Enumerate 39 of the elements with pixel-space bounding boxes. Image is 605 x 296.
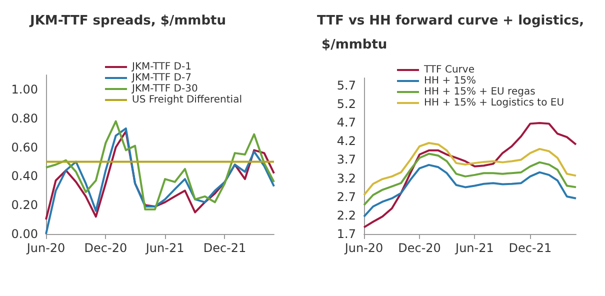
y-tick-label: 0.40 xyxy=(11,169,38,184)
x-tick-label: Jun-20 xyxy=(26,241,66,255)
y-tick-label: 4.7 xyxy=(336,116,356,130)
y-tick-label: 2.7 xyxy=(336,190,356,204)
line-series xyxy=(363,122,577,228)
x-tick-label: Jun-20 xyxy=(344,241,384,255)
x-tick-label: Dec-21 xyxy=(508,241,552,255)
y-tick-label: 2.2 xyxy=(336,208,356,222)
y-tick-label: 3.2 xyxy=(336,171,356,186)
legend-label: TTF Curve xyxy=(423,64,474,76)
y-tick-label: 3.7 xyxy=(336,152,356,167)
legend-label: JKM-TTF D-7 xyxy=(131,72,192,84)
x-tick-label: Jun-21 xyxy=(144,241,184,255)
legend-label: HH + 15% xyxy=(424,76,476,86)
y-tick-label: 0.20 xyxy=(11,198,38,212)
y-tick-label: 0.00 xyxy=(11,227,38,241)
chart-title: JKM-TTF spreads, $/mmbtu xyxy=(29,14,226,28)
x-tick-label: Dec-20 xyxy=(84,241,128,255)
y-tick-label: 1.00 xyxy=(11,82,38,96)
y-tick-label: 0.60 xyxy=(11,140,38,154)
y-tick-label: 5.2 xyxy=(336,97,356,111)
legend-label: HH + 15% + EU regas xyxy=(424,86,536,98)
line-series xyxy=(363,152,577,206)
legend-label: HH + 15% + Logistics to EU xyxy=(424,98,564,108)
x-tick-label: Jun-21 xyxy=(454,241,494,255)
y-tick-label: 5.7 xyxy=(336,78,356,92)
line-series xyxy=(363,142,577,196)
line-series xyxy=(363,164,577,218)
x-tick-label: Dec-21 xyxy=(203,241,246,255)
y-tick-label: 1.7 xyxy=(336,227,356,241)
legend-label: JKM-TTF D-1 xyxy=(131,62,192,72)
y-tick-label: 4.2 xyxy=(336,134,356,148)
y-tick-label: 0.80 xyxy=(11,111,38,126)
legend-label: JKM-TTF D-30 xyxy=(131,84,198,94)
legend-label: US Freight Differential xyxy=(132,94,242,106)
line-series xyxy=(45,130,275,221)
chart-title: TTF vs HH forward curve + logistics, $/mmbtu xyxy=(317,14,584,52)
x-tick-label: Dec-20 xyxy=(398,241,441,255)
line-series xyxy=(45,120,275,210)
